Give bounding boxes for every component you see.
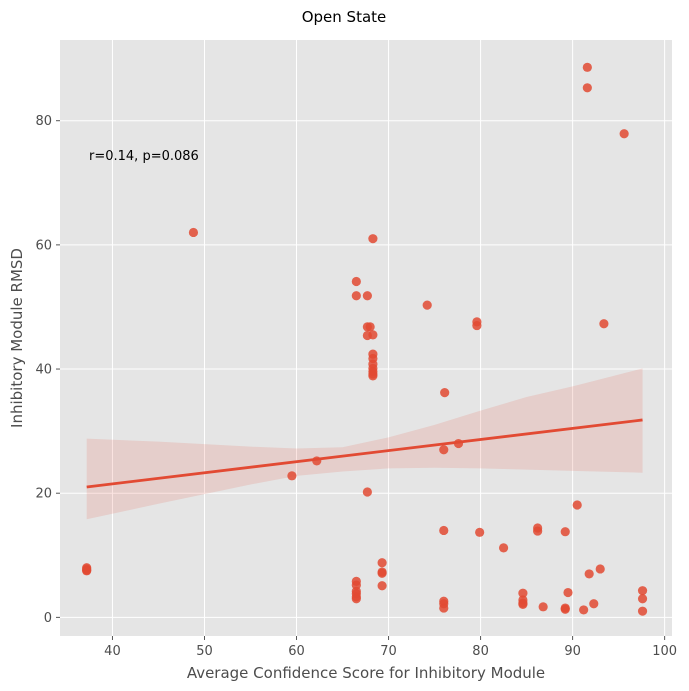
x-tick-label: 60 xyxy=(288,644,305,659)
x-axis-ticks: 40 50 60 70 80 90 100 xyxy=(104,636,677,659)
scatter-point xyxy=(82,566,92,576)
scatter-point xyxy=(560,604,570,614)
scatter-point xyxy=(439,603,449,613)
scatter-point xyxy=(579,605,589,615)
scatter-point xyxy=(439,445,449,455)
scatter-point xyxy=(439,525,449,536)
y-tick-label: 20 xyxy=(35,487,52,502)
scatter-point xyxy=(589,599,599,609)
scatter-point xyxy=(595,564,605,574)
scatter-point xyxy=(287,471,297,481)
scatter-point xyxy=(440,388,450,398)
grid-lines xyxy=(60,40,672,636)
y-tick-label: 40 xyxy=(35,363,52,378)
scatter-point xyxy=(498,543,509,553)
scatter-point xyxy=(518,588,528,598)
scatter-point xyxy=(422,300,432,310)
scatter-point xyxy=(538,602,548,612)
x-tick-label: 40 xyxy=(104,644,121,659)
scatter-point xyxy=(351,291,361,301)
scatter-point xyxy=(637,594,648,604)
x-axis-label: Average Confidence Score for Inhibitory … xyxy=(187,664,545,682)
scatter-point xyxy=(572,500,582,510)
scatter-point xyxy=(377,558,387,568)
x-tick-label: 90 xyxy=(564,644,581,659)
scatter-point xyxy=(365,322,375,332)
y-axis-label: Inhibitory Module RMSD xyxy=(8,248,26,428)
y-tick-label: 80 xyxy=(35,114,52,129)
scatter-point xyxy=(188,227,199,238)
x-tick-label: 100 xyxy=(652,644,677,659)
scatter-point xyxy=(637,586,648,596)
regression-line xyxy=(86,418,643,489)
scatter-point xyxy=(368,330,378,340)
scatter-point xyxy=(475,527,485,537)
y-tick-label: 60 xyxy=(35,238,52,253)
scatter-point xyxy=(637,606,648,616)
scatter-point xyxy=(518,599,528,609)
x-tick-label: 70 xyxy=(380,644,397,659)
x-tick-label: 50 xyxy=(196,644,213,659)
scatter-point xyxy=(351,276,361,287)
scatter-point xyxy=(563,587,573,598)
scatter-point xyxy=(619,129,629,139)
scatter-point xyxy=(472,320,482,331)
scatter-point xyxy=(584,569,594,579)
scatter-point xyxy=(362,291,372,301)
scatter-point xyxy=(377,581,387,591)
scatter-point xyxy=(582,62,592,72)
scatter-point xyxy=(351,594,361,604)
scatter-point xyxy=(377,568,387,578)
chart-title: Open State xyxy=(302,8,387,26)
scatter-point xyxy=(368,371,378,381)
scatter-point xyxy=(368,234,378,244)
correlation-annotation: r=0.14, p=0.086 xyxy=(89,149,199,164)
y-axis-ticks: 0 20 40 60 80 xyxy=(35,114,60,626)
scatter-point xyxy=(599,319,609,329)
scatter-point xyxy=(582,83,592,93)
y-tick-label: 0 xyxy=(44,611,52,626)
scatter-point xyxy=(362,487,372,497)
scatter-point xyxy=(560,527,570,537)
x-tick-label: 80 xyxy=(472,644,489,659)
scatter-point xyxy=(533,526,543,536)
confidence-band xyxy=(86,368,643,520)
